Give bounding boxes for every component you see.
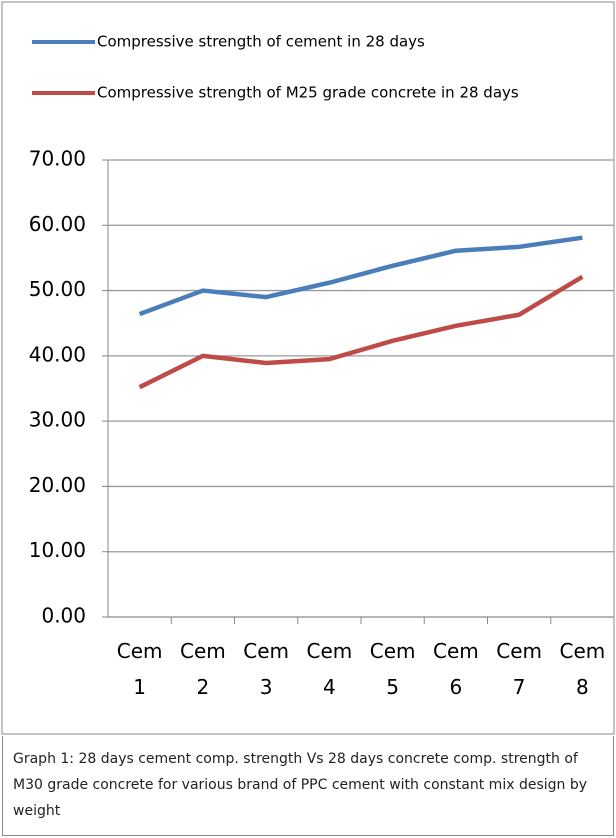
caption: Graph 1: 28 days cement comp. strength V…: [2, 736, 614, 836]
y-tick-label: 40.00: [29, 342, 86, 366]
chart-border: [1, 1, 615, 735]
x-tick-label: Cem 3: [243, 639, 289, 699]
y-tick-label: 0.00: [41, 604, 86, 628]
y-tick-label: 20.00: [29, 473, 86, 497]
x-tick-label: Cem 6: [433, 639, 479, 699]
y-tick-label: 60.00: [29, 212, 86, 236]
x-tick-label: Cem 4: [306, 639, 352, 699]
data-line: [138, 235, 583, 317]
x-tick-label: Cem 2: [180, 639, 226, 699]
x-tick-label: Cem 7: [496, 639, 542, 699]
x-tick-label: Cem 1: [117, 639, 163, 699]
data-line: [138, 274, 584, 390]
x-tick-label: Cem 5: [370, 639, 416, 699]
y-tick-label: 70.00: [29, 147, 86, 171]
legend-label: Compressive strength of cement in 28 day…: [97, 33, 425, 51]
chart: Compressive strength of cement in 28 day…: [1, 1, 615, 735]
legend-label: Compressive strength of M25 grade concre…: [97, 84, 519, 102]
y-tick-label: 10.00: [29, 538, 86, 562]
y-tick-label: 50.00: [29, 277, 86, 301]
y-tick-label: 30.00: [29, 408, 86, 432]
x-tick-label: Cem 8: [559, 639, 605, 699]
